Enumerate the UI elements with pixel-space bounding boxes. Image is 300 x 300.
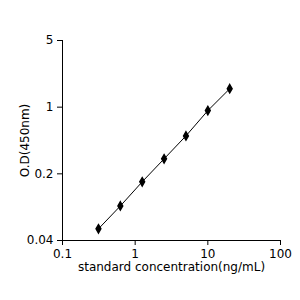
svg-text:5: 5 bbox=[46, 33, 54, 47]
svg-text:1: 1 bbox=[131, 247, 139, 261]
svg-text:0.04: 0.04 bbox=[27, 233, 54, 247]
svg-text:0.1: 0.1 bbox=[53, 247, 72, 261]
svg-text:O.D(450nm): O.D(450nm) bbox=[18, 104, 32, 178]
svg-text:1: 1 bbox=[46, 100, 54, 114]
svg-text:100: 100 bbox=[269, 247, 292, 261]
svg-text:10: 10 bbox=[200, 247, 216, 261]
svg-text:standard concentration(ng/mL): standard concentration(ng/mL) bbox=[78, 260, 265, 274]
svg-text:0.2: 0.2 bbox=[34, 167, 53, 181]
